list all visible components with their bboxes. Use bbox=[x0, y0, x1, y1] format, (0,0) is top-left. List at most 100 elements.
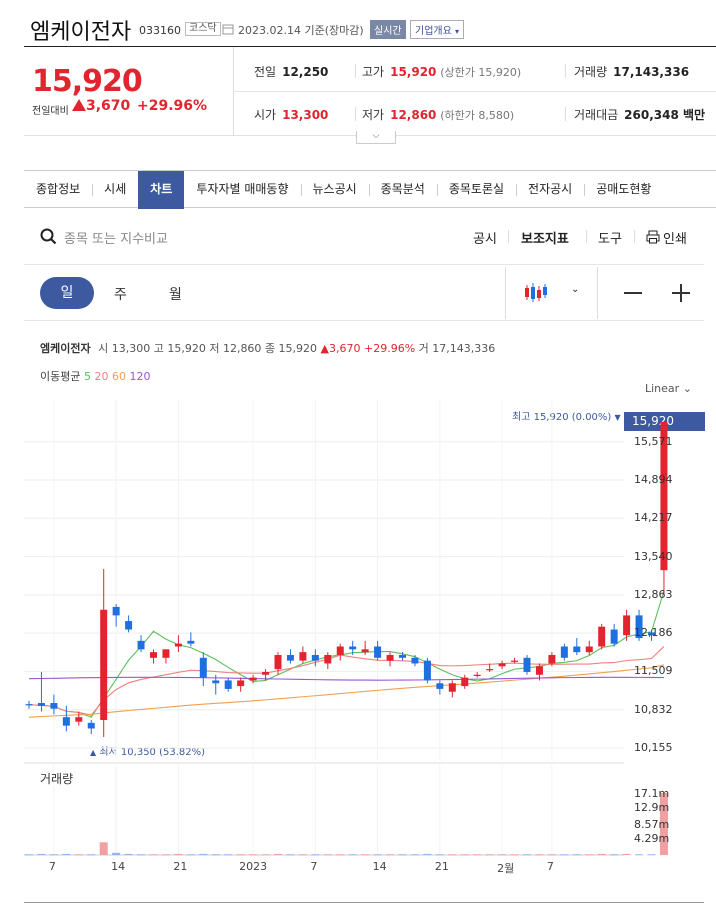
volume-bar bbox=[249, 854, 258, 856]
realtime-button[interactable]: 실시간 bbox=[370, 20, 406, 39]
trading-amount: 거래대금 260,348 백만 bbox=[574, 108, 706, 122]
tools-button[interactable]: 도구 bbox=[598, 232, 622, 247]
scale-select[interactable]: Linear ⌄ bbox=[645, 382, 692, 395]
tab-bar: 종합정보 시세 차트 투자자별 매매동향 뉴스공시 종목분석 종목토론실 전자공… bbox=[24, 170, 716, 209]
candle-body bbox=[573, 646, 581, 653]
volume-axis-label: 17.1m bbox=[634, 787, 670, 800]
divider bbox=[505, 267, 506, 319]
disclosure-button[interactable]: 공시 bbox=[473, 232, 497, 247]
min-price-label: ▲ 최저 10,350 (53.82%) bbox=[90, 747, 206, 758]
chevron-down-icon[interactable]: ⌄ bbox=[571, 284, 580, 295]
candle-body bbox=[598, 626, 606, 647]
candle-body bbox=[498, 663, 506, 667]
tab-price[interactable]: 시세 bbox=[92, 171, 138, 209]
volume-bar bbox=[460, 854, 469, 856]
print-button[interactable]: 인쇄 bbox=[663, 232, 687, 247]
prev-close: 전일 12,250 bbox=[254, 65, 329, 79]
candle-body bbox=[62, 717, 70, 726]
volume-bar bbox=[99, 842, 108, 855]
current-price: 15,920 bbox=[32, 64, 143, 99]
tab-investor[interactable]: 투자자별 매매동향 bbox=[196, 182, 289, 196]
zoom-out-icon[interactable] bbox=[624, 292, 642, 294]
zoom-in-icon[interactable] bbox=[672, 284, 690, 306]
volume-bar bbox=[49, 854, 58, 856]
x-axis-label: 21 bbox=[173, 860, 188, 873]
candle-body bbox=[274, 654, 282, 670]
search-input[interactable]: 종목 또는 지수비교 bbox=[64, 232, 168, 247]
volume-bar bbox=[498, 854, 507, 856]
y-axis-label: 10,155 bbox=[634, 741, 673, 754]
volume-axis-label: 4.29m bbox=[634, 832, 670, 845]
candle-body bbox=[199, 657, 207, 678]
candle-body bbox=[224, 680, 232, 689]
x-axis-label: 21 bbox=[434, 860, 449, 873]
divider bbox=[24, 320, 704, 321]
candle-body bbox=[137, 640, 145, 650]
volume-bar bbox=[510, 854, 519, 856]
search-icon[interactable] bbox=[40, 228, 57, 249]
tab-analysis[interactable]: 종목분석 bbox=[368, 171, 437, 209]
candle-body bbox=[585, 646, 593, 653]
period-week-button[interactable]: 주 bbox=[114, 287, 127, 303]
tab-forum[interactable]: 종목토론실 bbox=[436, 171, 516, 209]
x-axis-label: 2월 bbox=[497, 862, 515, 875]
volume-bar bbox=[373, 854, 382, 856]
volume-bar bbox=[274, 853, 282, 855]
company-overview-button[interactable]: 기업개요 ▾ bbox=[410, 20, 465, 39]
tab-news[interactable]: 뉴스공시 bbox=[300, 171, 369, 209]
volume-bar bbox=[161, 854, 170, 856]
volume-axis-label: 12.9m bbox=[634, 801, 670, 814]
divider bbox=[24, 264, 704, 265]
volume-bar bbox=[323, 854, 332, 856]
change-value: 3,670 bbox=[86, 98, 131, 114]
up-arrow-icon bbox=[72, 99, 86, 111]
candle-body bbox=[548, 654, 556, 664]
volume-bar bbox=[348, 854, 357, 856]
volume-bar bbox=[560, 854, 569, 856]
candle-body bbox=[187, 640, 195, 644]
volume-bar bbox=[410, 854, 419, 856]
candle-body bbox=[535, 666, 543, 675]
date-label: 2023.02.14 기준(장마감) bbox=[238, 24, 364, 37]
indicator-button[interactable]: 보조지표 bbox=[521, 232, 569, 247]
volume-axis-label: 8.57m bbox=[634, 818, 670, 831]
expand-button[interactable]: ⌵ bbox=[356, 131, 396, 144]
tab-disclosure[interactable]: 전자공시 bbox=[516, 171, 584, 209]
candlestick-type-icon[interactable] bbox=[524, 282, 550, 308]
ma5-line bbox=[28, 590, 665, 718]
ma120-line bbox=[28, 676, 664, 681]
period-day-button[interactable]: 일 bbox=[40, 277, 94, 309]
candle-body bbox=[610, 629, 618, 644]
volume-title: 거래량 bbox=[40, 772, 74, 786]
divider bbox=[508, 230, 509, 243]
candle-body bbox=[461, 677, 469, 687]
volume-bar bbox=[547, 854, 556, 856]
header-divider bbox=[24, 46, 716, 47]
tab-chart[interactable]: 차트 bbox=[138, 171, 185, 209]
tab-short-selling[interactable]: 공매도현황 bbox=[584, 171, 663, 209]
volume-bar bbox=[622, 853, 631, 855]
tab-overview[interactable]: 종합정보 bbox=[36, 182, 81, 196]
period-month-button[interactable]: 월 bbox=[169, 287, 182, 303]
x-axis-label: 14 bbox=[372, 860, 387, 873]
divider bbox=[634, 230, 635, 243]
divider bbox=[565, 107, 566, 121]
volume: 거래량 17,143,336 bbox=[574, 65, 690, 79]
y-axis-label: 13,540 bbox=[634, 549, 673, 563]
volume-bar bbox=[149, 854, 158, 856]
y-axis-label: 14,217 bbox=[634, 511, 673, 525]
candle-body bbox=[511, 660, 519, 662]
candle-body bbox=[386, 654, 394, 661]
print-icon[interactable] bbox=[646, 229, 660, 248]
change-percent: +29.96% bbox=[137, 98, 208, 114]
candle-body bbox=[486, 669, 494, 671]
y-axis-label: 12,186 bbox=[634, 626, 673, 640]
volume-bar bbox=[635, 854, 644, 856]
candle-body bbox=[423, 660, 431, 681]
volume-bar bbox=[423, 853, 432, 855]
candle-body bbox=[100, 609, 108, 721]
candle-body bbox=[50, 703, 58, 709]
candle-body bbox=[336, 646, 344, 655]
volume-bar bbox=[523, 854, 531, 856]
